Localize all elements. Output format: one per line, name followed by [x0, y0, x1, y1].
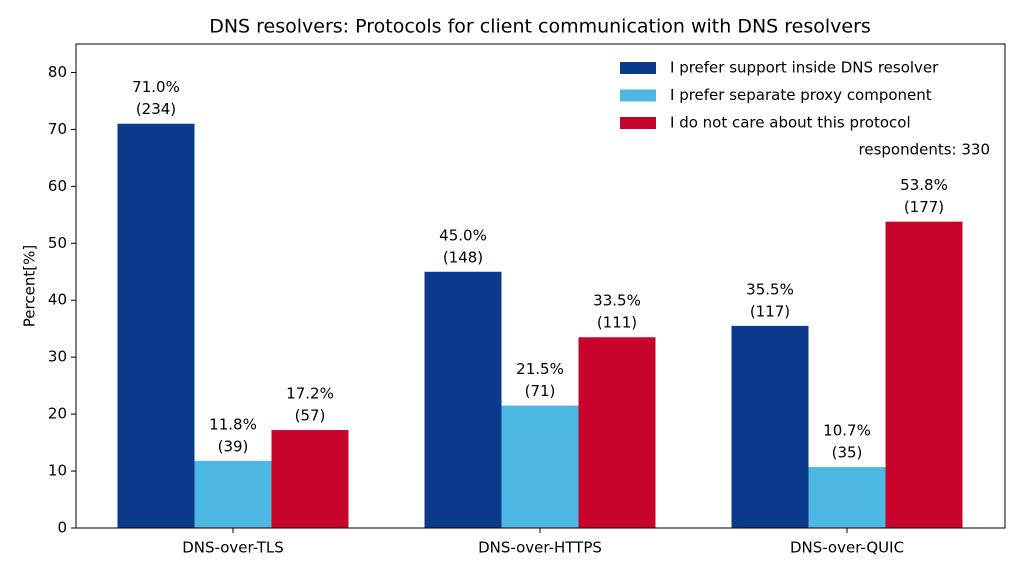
count-label: (117)	[750, 302, 790, 320]
bar	[424, 271, 502, 528]
value-label: 10.7%	[823, 422, 871, 440]
x-tick-label: DNS-over-QUIC	[790, 539, 904, 557]
bar	[885, 221, 963, 528]
y-tick-label: 60	[48, 177, 67, 195]
count-label: (35)	[832, 444, 863, 462]
legend-label: I do not care about this protocol	[670, 114, 911, 132]
chart-title: DNS resolvers: Protocols for client comm…	[209, 16, 871, 38]
value-label: 45.0%	[439, 226, 487, 244]
value-label: 71.0%	[132, 78, 180, 96]
bar	[731, 325, 809, 528]
bar	[271, 430, 349, 528]
legend-swatch	[620, 117, 656, 129]
value-label: 35.5%	[746, 280, 794, 298]
y-tick-label: 0	[57, 519, 67, 537]
bar	[501, 405, 579, 528]
count-label: (71)	[525, 382, 556, 400]
value-label: 17.2%	[286, 385, 334, 403]
y-tick-label: 20	[48, 405, 67, 423]
legend-swatch	[620, 89, 656, 102]
value-label: 21.5%	[516, 360, 564, 378]
plot-frame	[75, 43, 1006, 529]
bar	[808, 467, 886, 528]
count-label: (39)	[218, 437, 249, 455]
count-label: (177)	[904, 198, 944, 216]
y-tick-label: 50	[48, 234, 67, 252]
y-tick-label: 70	[48, 120, 67, 138]
bar	[194, 460, 272, 528]
x-tick-label: DNS-over-TLS	[182, 539, 284, 557]
y-axis-label: Percent[%]	[21, 245, 39, 327]
bar	[578, 337, 656, 528]
count-label: (234)	[136, 100, 176, 118]
legend-label: I prefer separate proxy component	[670, 86, 932, 104]
count-label: (57)	[295, 407, 326, 425]
y-tick-label: 40	[48, 291, 67, 309]
y-tick-label: 30	[48, 348, 67, 366]
value-label: 33.5%	[593, 292, 641, 310]
legend-swatch	[620, 62, 656, 74]
x-tick-label: DNS-over-HTTPS	[478, 539, 602, 557]
y-tick-label: 80	[48, 63, 67, 81]
annotation: respondents: 330	[859, 141, 991, 159]
y-tick-label: 10	[48, 462, 67, 480]
count-label: (148)	[443, 248, 483, 266]
value-label: 53.8%	[900, 176, 948, 194]
bar	[117, 123, 195, 528]
count-label: (111)	[597, 314, 637, 332]
legend-label: I prefer support inside DNS resolver	[670, 59, 939, 77]
value-label: 11.8%	[209, 415, 257, 433]
